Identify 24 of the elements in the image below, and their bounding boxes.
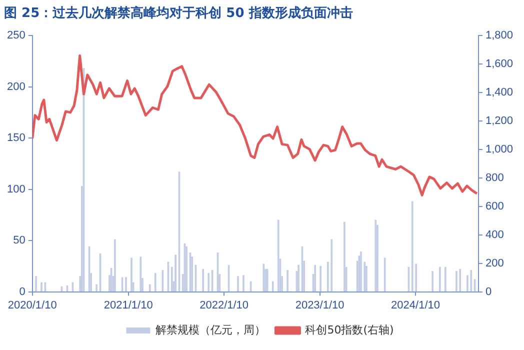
y2-tick-label: 600 (485, 200, 504, 212)
legend-label: 科创50指数(右轴) (305, 323, 394, 336)
x-tick-label: 2020/1/10 (8, 299, 57, 312)
y-tick-label: 150 (6, 132, 26, 144)
y2-tick-label: 1,600 (485, 58, 514, 70)
y-tick-label: 200 (6, 80, 26, 93)
y2-tick-label: 0 (485, 286, 492, 298)
y-tick-label: 0 (19, 286, 26, 298)
x-tick-label: 2022/1/10 (200, 299, 249, 312)
legend-label: 解禁规模（亿元，周） (156, 323, 266, 336)
y2-tick-label: 800 (485, 172, 504, 184)
y2-tick-label: 400 (485, 228, 504, 241)
y-tick-label: 50 (13, 234, 26, 247)
y2-tick-label: 1,000 (485, 144, 514, 156)
y2-tick-label: 1,200 (485, 115, 514, 128)
y-tick-label: 100 (6, 183, 26, 196)
x-tick-label: 2024/1/10 (391, 299, 440, 312)
y2-tick-label: 1,400 (485, 86, 514, 99)
y2-tick-label: 1,800 (485, 30, 514, 42)
chart-title: 图 25：过去几次解禁高峰均对于科创 50 指数形成负面冲击 (4, 5, 353, 22)
x-tick-label: 2021/1/10 (104, 299, 153, 312)
x-tick-label: 2023/1/10 (295, 299, 344, 312)
y-tick-label: 250 (6, 30, 26, 42)
y2-tick-label: 200 (485, 257, 504, 270)
